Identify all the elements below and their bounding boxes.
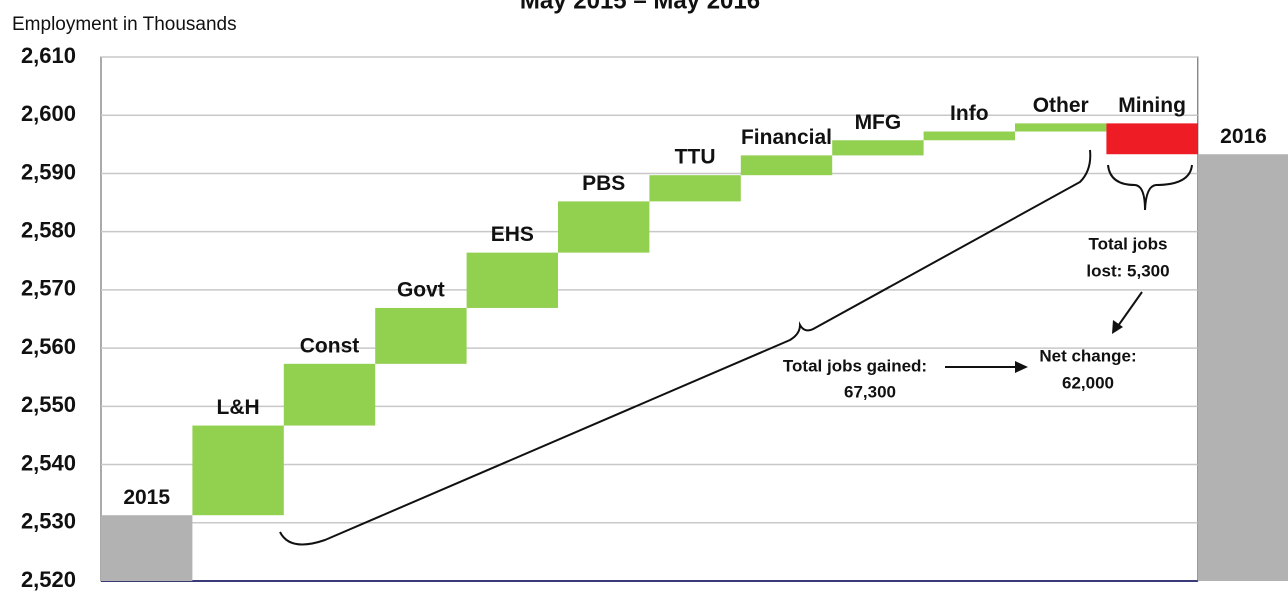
bar [1106, 123, 1198, 155]
y-axis-label: Employment in Thousands [12, 14, 237, 35]
arrow-head [1112, 320, 1123, 334]
y-tick-label: 2,550 [21, 392, 76, 417]
arrow-head [1015, 361, 1028, 373]
bar-label: Other [1033, 94, 1089, 117]
arrow [1117, 291, 1143, 327]
annotation: lost: 5,300 [1086, 261, 1169, 280]
annotation: Total jobs [1088, 234, 1167, 253]
annotation: Total jobs gained: [783, 356, 927, 375]
bar-label: TTU [675, 146, 716, 169]
y-tick-label: 2,590 [21, 159, 76, 184]
bar [283, 363, 376, 426]
bar-label: 2016 [1220, 125, 1267, 148]
gained-brace [279, 149, 1092, 546]
bar [466, 252, 558, 308]
lost-brace [1107, 164, 1193, 211]
y-tick-label: 2,540 [21, 450, 76, 475]
bar [558, 201, 650, 253]
bar-label: Info [950, 102, 988, 125]
bar-label: MFG [855, 111, 902, 134]
bar-label: PBS [582, 172, 625, 195]
y-tick-label: 2,600 [21, 101, 76, 126]
annotation: 67,300 [844, 382, 896, 401]
bar-label: Govt [397, 278, 445, 301]
y-tick-label: 2,580 [21, 217, 76, 242]
bar-label: Const [300, 334, 360, 357]
bar [1197, 154, 1288, 581]
bars: 2015 L&H Const Govt EHS PBS TTU Financial MFG Inf… [101, 94, 1288, 581]
bar-label: L&H [217, 396, 260, 419]
annotation: 62,000 [1062, 373, 1114, 392]
bar-label: Financial [741, 126, 832, 149]
bar [375, 307, 467, 364]
bar-label: 2015 [123, 486, 170, 509]
y-tick-label: 2,610 [21, 43, 76, 68]
bar [923, 131, 1015, 141]
bar-label: Mining [1118, 94, 1186, 117]
bar [649, 175, 741, 202]
y-tick-label: 2,520 [21, 567, 76, 592]
bar-label: EHS [491, 223, 534, 246]
bar [740, 155, 833, 176]
annotation: Net change: [1039, 346, 1136, 365]
chart-title: May 2015 – May 2016 [520, 0, 760, 14]
y-tick-label: 2,570 [21, 276, 76, 301]
y-tick-label: 2,560 [21, 334, 76, 359]
bar [192, 425, 284, 516]
bar [1015, 123, 1107, 132]
y-tick-label: 2,530 [21, 509, 76, 534]
bar [101, 515, 193, 581]
bar [832, 140, 924, 156]
